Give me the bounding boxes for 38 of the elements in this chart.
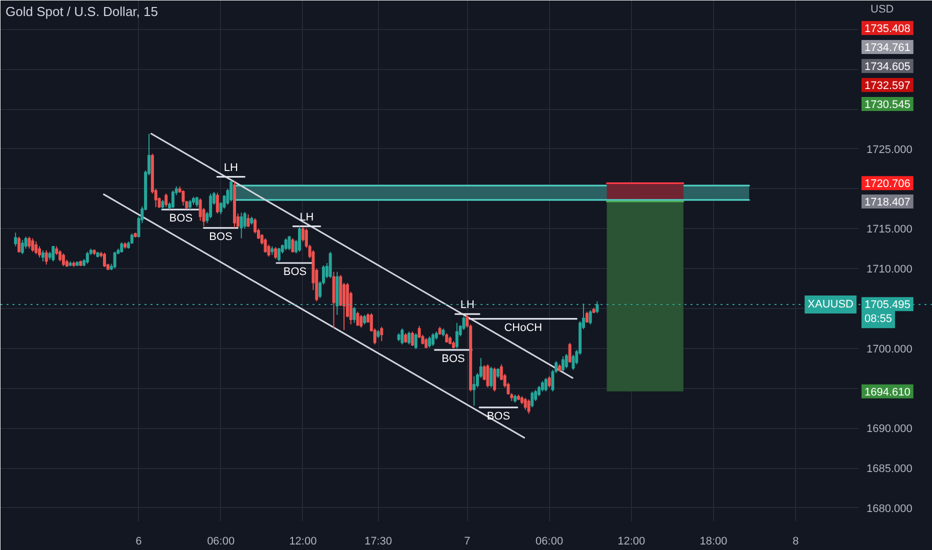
y2-tick-label: 1720.706 [864, 178, 910, 190]
series-label: BOS [283, 266, 307, 278]
series-label: LH [300, 211, 314, 224]
annotation: 1705.495 [864, 299, 910, 312]
y2-tick-label: 1694.610 [864, 386, 910, 398]
x-tick-label: 17:30 [364, 536, 392, 548]
y-tick-label: 1710.000 [866, 264, 912, 276]
series-label: BOS [486, 410, 510, 422]
y-tick-label: 1715.000 [866, 224, 912, 236]
series-label: BOS [442, 352, 465, 365]
annotation: 1732.597 [864, 80, 910, 92]
y2-axis-title: USD [870, 4, 894, 16]
x-tick-label: 8 [792, 536, 799, 548]
x-tick-label: 18:00 [700, 536, 728, 548]
annotation: 1734.761 [864, 42, 910, 54]
y-tick-label: 1700.000 [866, 343, 912, 356]
x-tick-label: 7 [464, 536, 470, 548]
series-label: CHoCH [504, 322, 542, 334]
annotation: 1735.408 [864, 23, 910, 35]
y-tick-label: 1680.000 [866, 502, 912, 515]
x-tick-label: 12:00 [618, 536, 646, 548]
ref-line-label: XAUUSD [808, 298, 854, 311]
y-tick-label: 1685.000 [866, 463, 912, 476]
series-label: BOS [169, 212, 193, 225]
x-tick-label: 06:00 [536, 536, 564, 548]
series-label: BOS [209, 230, 232, 243]
annotation: 1730.545 [864, 99, 910, 111]
annotation: 08:55 [864, 313, 892, 326]
x-tick-label: 6 [136, 536, 142, 548]
series-label: LH [460, 299, 474, 312]
x-tick-label: 06:00 [207, 536, 235, 548]
y-tick-label: 1725.000 [866, 144, 912, 156]
x-tick-label: 12:00 [289, 536, 317, 548]
y-tick-label: 1690.000 [866, 423, 912, 436]
annotation: 1734.605 [864, 61, 910, 73]
y2-tick-label: 1718.407 [864, 196, 910, 209]
series-label: LH [224, 162, 238, 174]
chart-title: Gold Spot / U.S. Dollar, 15 [6, 4, 158, 19]
